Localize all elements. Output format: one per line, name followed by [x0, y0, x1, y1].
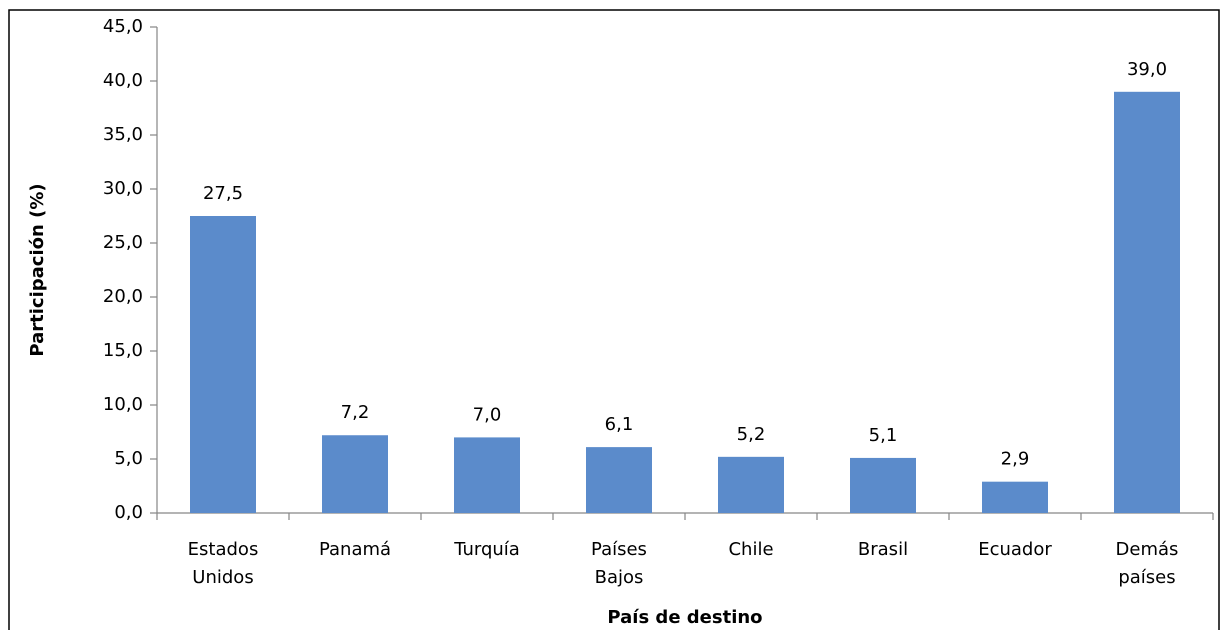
bar — [454, 437, 520, 513]
y-axis-title: Participación (%) — [27, 183, 48, 356]
x-tick-label: Demás países — [1116, 539, 1179, 588]
x-tick-label: Ecuador — [978, 539, 1052, 560]
data-label: 7,2 — [341, 402, 370, 423]
x-tick-label: Brasil — [858, 539, 908, 560]
bar — [850, 457, 916, 513]
bar — [718, 456, 784, 513]
y-tick-label: 0,0 — [114, 502, 143, 523]
y-tick-label: 45,0 — [103, 16, 143, 37]
y-tick-label: 20,0 — [103, 286, 143, 307]
x-tick-label: Estados Unidos — [188, 539, 259, 588]
bar — [322, 435, 388, 513]
x-tick-label: Países Bajos — [591, 539, 647, 588]
y-tick-label: 25,0 — [103, 232, 143, 253]
data-label: 39,0 — [1127, 59, 1167, 80]
data-label: 6,1 — [605, 414, 634, 435]
bar — [1114, 91, 1180, 514]
data-label: 7,0 — [473, 404, 502, 425]
x-tick-label: Turquía — [453, 539, 520, 560]
y-tick-label: 40,0 — [103, 70, 143, 91]
data-label: 2,9 — [1001, 449, 1030, 470]
frame — [8, 9, 1220, 630]
data-label: 27,5 — [203, 183, 243, 204]
y-tick-label: 10,0 — [103, 394, 143, 415]
x-tick-label: Panamá — [319, 539, 391, 560]
data-label: 5,1 — [869, 425, 898, 446]
y-tick-label: 15,0 — [103, 340, 143, 361]
y-tick-label: 35,0 — [103, 124, 143, 145]
y-tick-label: 5,0 — [114, 448, 143, 469]
x-axis-title: País de destino — [607, 607, 762, 628]
x-tick-label: Chile — [728, 539, 773, 560]
bar — [982, 481, 1048, 513]
bar — [190, 216, 256, 513]
bar — [586, 447, 652, 513]
y-tick-label: 30,0 — [103, 178, 143, 199]
data-label: 5,2 — [737, 424, 766, 445]
